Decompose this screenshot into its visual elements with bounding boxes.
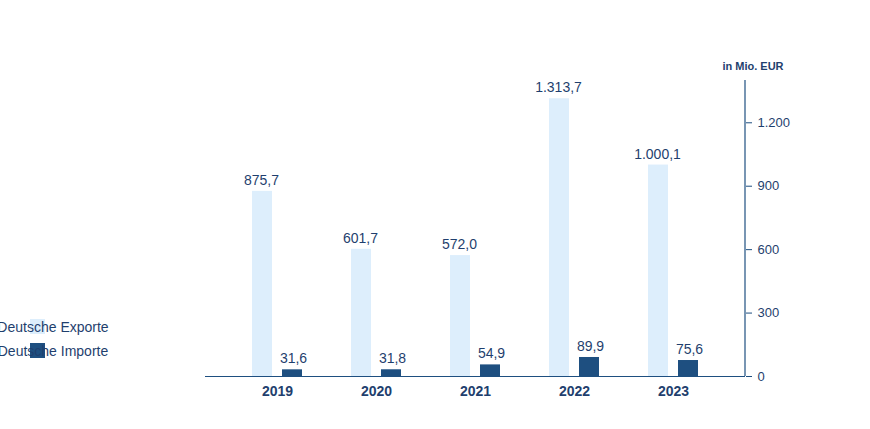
svg-text:2019: 2019: [262, 383, 293, 399]
svg-text:2023: 2023: [658, 383, 689, 399]
svg-text:75,6: 75,6: [676, 341, 703, 357]
svg-text:2020: 2020: [361, 383, 392, 399]
svg-text:54,9: 54,9: [478, 345, 505, 361]
svg-text:2022: 2022: [559, 383, 590, 399]
svg-text:31,8: 31,8: [379, 350, 406, 366]
svg-text:1.313,7: 1.313,7: [535, 79, 582, 95]
svg-text:0: 0: [758, 369, 765, 384]
svg-text:900: 900: [758, 178, 780, 193]
svg-text:1.000,1: 1.000,1: [634, 146, 681, 162]
svg-text:875,7: 875,7: [244, 172, 279, 188]
svg-text:in Mio. EUR: in Mio. EUR: [722, 60, 783, 72]
svg-text:1.200: 1.200: [758, 115, 791, 130]
svg-text:2021: 2021: [460, 383, 491, 399]
svg-text:89,9: 89,9: [577, 338, 604, 354]
svg-text:572,0: 572,0: [442, 236, 477, 252]
svg-text:Deutsche Importe: Deutsche Importe: [0, 343, 108, 359]
svg-text:Deutsche Exporte: Deutsche Exporte: [0, 319, 109, 335]
svg-text:300: 300: [758, 305, 780, 320]
svg-text:600: 600: [758, 242, 780, 257]
svg-text:31,6: 31,6: [280, 350, 307, 366]
svg-text:601,7: 601,7: [343, 230, 378, 246]
